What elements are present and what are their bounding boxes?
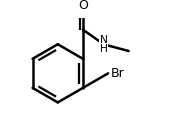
Text: N
H: N H [100, 35, 108, 54]
Text: Br: Br [111, 67, 124, 80]
Text: O: O [78, 0, 88, 12]
